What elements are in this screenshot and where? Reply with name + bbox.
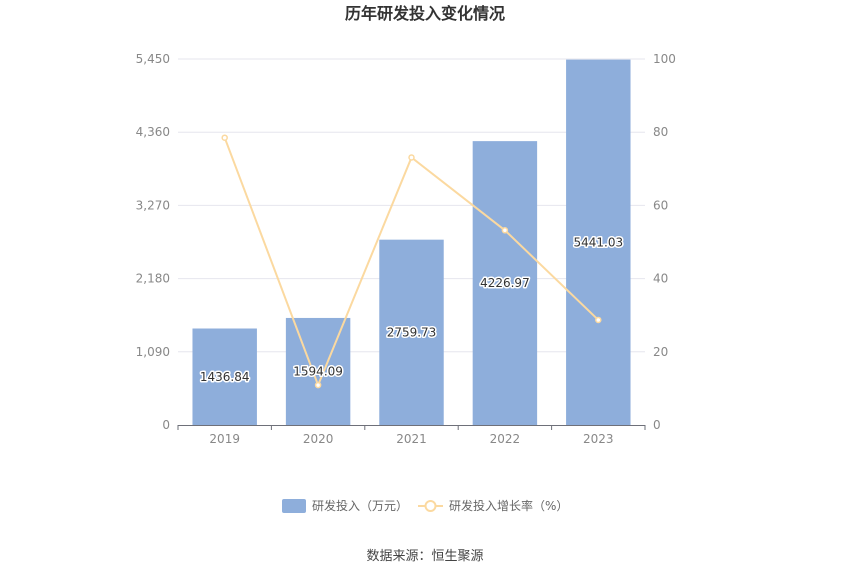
x-tick-label: 2023 (583, 432, 614, 446)
line-point (314, 381, 322, 389)
x-axis: 2019 2020 2021 2022 2023 (177, 425, 646, 446)
y-left-tick-label: 5,450 (136, 52, 170, 66)
x-tick-label: 2019 (209, 432, 240, 446)
line-point (595, 316, 602, 324)
legend-line-marker[interactable] (424, 500, 437, 512)
bar-value-label: 1436.84 (200, 370, 250, 384)
bar-value-label: 4226.97 (480, 276, 530, 290)
x-tick-label: 2021 (396, 432, 427, 446)
line-point (221, 134, 228, 141)
line-series (221, 134, 602, 389)
bar (192, 328, 257, 425)
bar (379, 239, 444, 425)
y-right-tick-label: 100 (653, 52, 676, 66)
legend-line-label[interactable]: 研发投入增长率（%） (449, 498, 568, 513)
y-left-tick-label: 2,180 (136, 272, 170, 286)
bar-value-label: 1594.09 (293, 364, 343, 378)
y-right-tick-label: 0 (653, 418, 661, 432)
bar (566, 59, 631, 426)
y-axis-left: 0 1,090 2,180 3,270 4,360 5,450 (136, 52, 170, 432)
y-left-tick-label: 1,090 (136, 345, 170, 359)
x-tick-label: 2022 (490, 432, 521, 446)
legend: 研发投入（万元） 研发投入增长率（%） (282, 498, 568, 513)
bar-value-label: 2759.73 (387, 325, 437, 339)
y-right-tick-label: 80 (653, 125, 668, 139)
y-right-tick-label: 40 (653, 272, 668, 286)
y-axis-right: 0 20 40 60 80 100 (653, 52, 676, 432)
y-left-tick-label: 0 (162, 418, 170, 432)
line-point (501, 227, 509, 234)
y-right-tick-label: 60 (653, 198, 668, 212)
x-tick-label: 2020 (303, 432, 334, 446)
y-right-tick-label: 20 (653, 345, 668, 359)
legend-bar-swatch[interactable] (282, 499, 306, 513)
bar (285, 317, 351, 425)
y-left-tick-label: 4,360 (136, 125, 170, 139)
bar-value-label: 5441.03 (573, 235, 623, 249)
chart-title: 历年研发投入变化情况 (345, 4, 505, 23)
y-left-tick-label: 3,270 (136, 198, 170, 212)
legend-bar-label[interactable]: 研发投入（万元） (312, 498, 408, 513)
bar (472, 141, 538, 425)
data-source: 数据来源：恒生聚源 (366, 549, 483, 564)
bar-value-labels: 1436.84 1594.09 2759.73 4226.97 5441.03 (198, 234, 624, 385)
bar-series (192, 59, 631, 426)
line-point (408, 154, 415, 161)
